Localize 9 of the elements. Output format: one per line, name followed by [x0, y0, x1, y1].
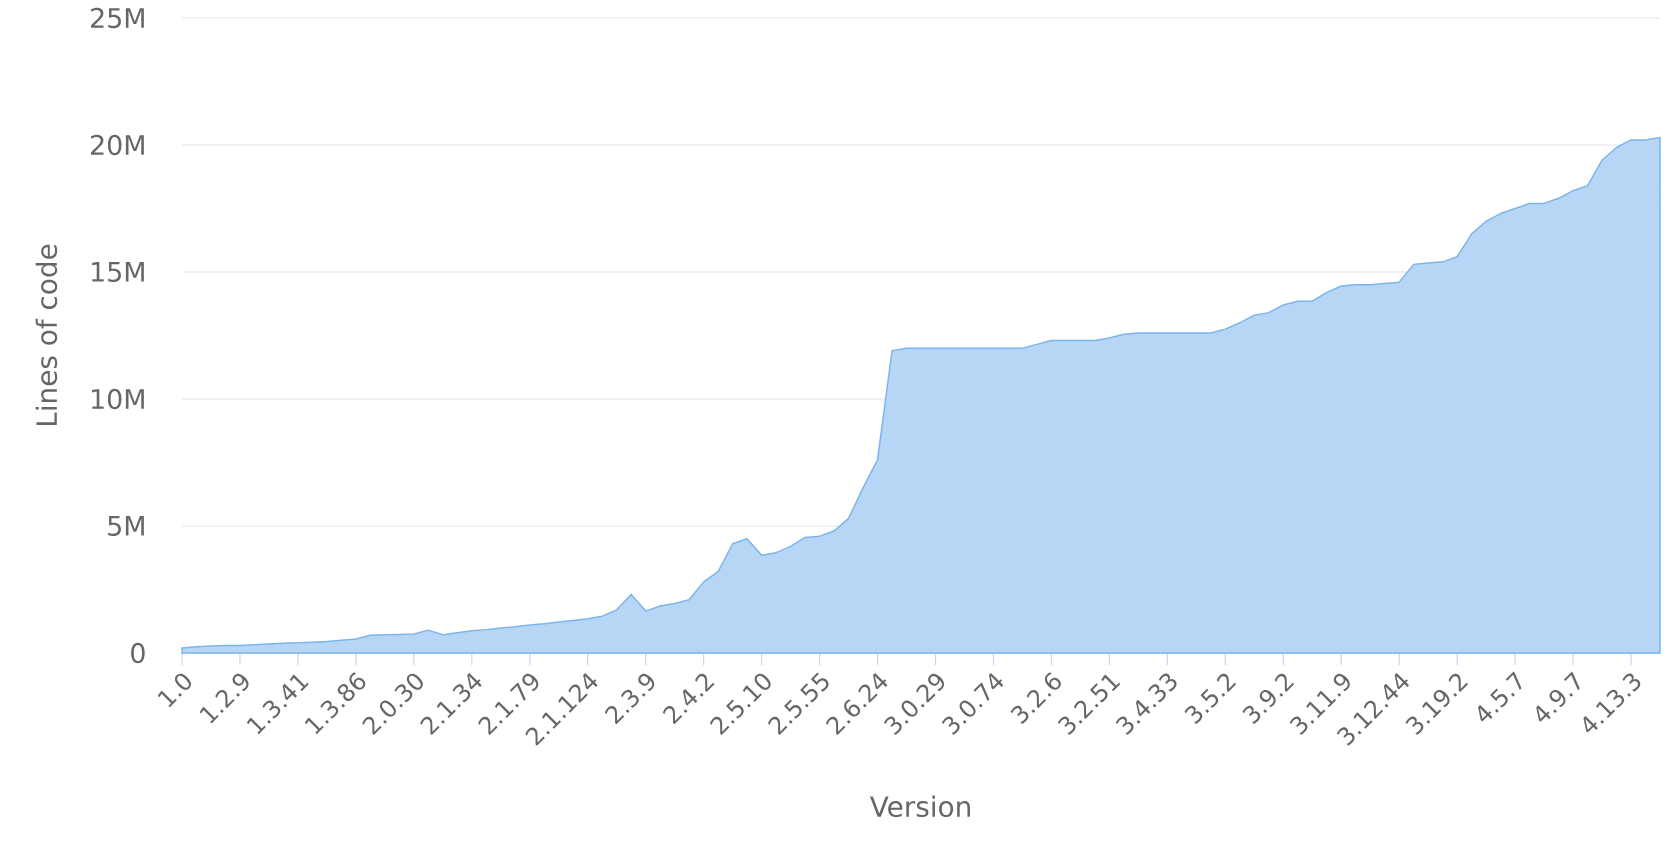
- y-tick-label: 25M: [91, 7, 144, 29]
- y-tick-label: 10M: [92, 388, 144, 410]
- y-axis-title: Lines of code: [35, 244, 58, 426]
- x-tick-label: 1.0: [157, 673, 192, 708]
- y-tick-label: 5M: [108, 516, 144, 536]
- y-tick-label: 0: [131, 642, 145, 664]
- y-tick-label: 20M: [91, 134, 144, 156]
- x-axis-title: Version: [869, 795, 970, 818]
- y-tick-label: 15M: [92, 261, 144, 282]
